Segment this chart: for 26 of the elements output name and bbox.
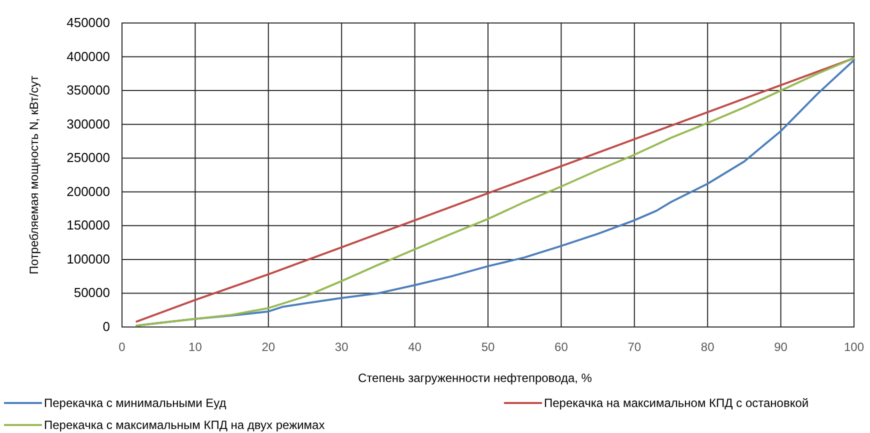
legend-label: Перекачка с минимальными Еуд [44,396,226,410]
x-tick-label: 100 [844,340,864,354]
x-tick-label: 60 [554,340,568,354]
x-tick-label: 70 [628,340,642,354]
y-tick-label: 400000 [66,48,110,64]
x-tick-label: 80 [700,340,715,354]
y-tick-label: 100000 [66,251,110,266]
legend-label: Перекачка с максимальным КПД на двух режимах [44,418,325,432]
x-tick-label: 90 [774,340,788,354]
legend-label: Перекачка на максимальном КПД с остановкой [544,396,809,410]
y-tick-label: 50000 [74,285,110,300]
y-tick-label: 350000 [66,82,110,98]
x-tick-label: 10 [188,340,202,354]
y-tick-label: 200000 [66,184,110,199]
x-axis-title: Степень загруженности нефтепровода, % [358,371,592,385]
y-tick-label: 250000 [66,150,110,166]
y-tick-label: 300000 [66,116,110,132]
y-tick-label: 450000 [66,15,110,30]
x-tick-label: 0 [118,340,126,354]
x-tick-label: 50 [481,340,495,354]
x-tick-label: 20 [262,340,276,354]
y-tick-label: 150000 [66,218,110,233]
y-axis-title: Потребляемая мощность N, кВт/сут [27,75,41,274]
y-tick-label: 0 [102,319,110,334]
x-tick-label: 30 [334,340,349,354]
x-tick-label: 40 [408,340,422,354]
